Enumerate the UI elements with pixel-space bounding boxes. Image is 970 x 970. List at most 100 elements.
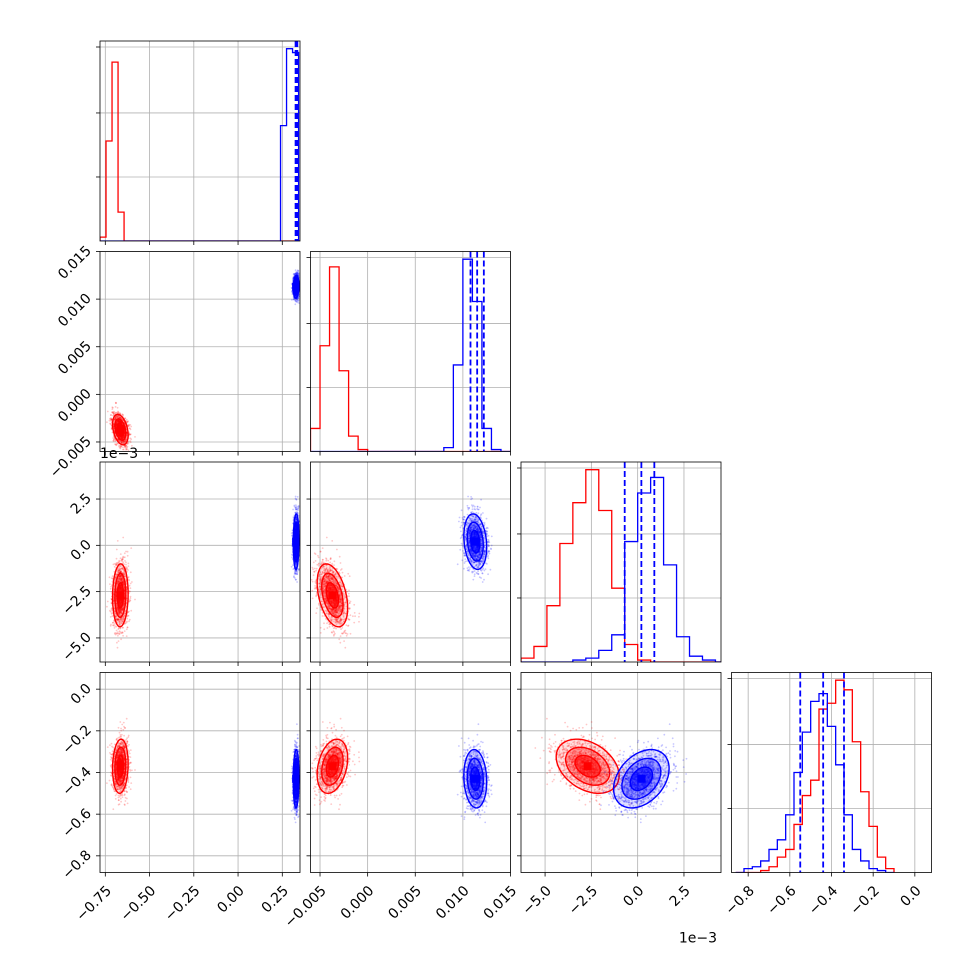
sample-point [124, 445, 126, 448]
sample-point [119, 579, 122, 581]
sample-point [121, 437, 124, 440]
sample-point [114, 610, 116, 612]
sample-point [117, 420, 120, 423]
sample-point [120, 436, 122, 438]
sample-point [113, 563, 116, 565]
sample-point [120, 442, 123, 444]
sample-point [119, 436, 122, 438]
sample-point [123, 434, 125, 437]
sample-point [292, 298, 295, 301]
sample-point [126, 446, 128, 449]
sample-point [106, 605, 108, 608]
sample-point [121, 437, 124, 440]
sample-point [120, 622, 123, 624]
sample-point [294, 298, 297, 301]
sample-point [122, 436, 124, 439]
sample-point [120, 441, 123, 444]
sample-point [121, 558, 123, 560]
sample-point [122, 436, 125, 438]
sample-point [118, 612, 120, 615]
sample-point [120, 441, 122, 444]
sample-point [116, 606, 119, 609]
sample-point [109, 414, 112, 416]
sample-point [292, 508, 294, 511]
sample-point [118, 569, 121, 572]
sample-point [294, 299, 297, 302]
sample-point [120, 421, 122, 424]
sample-point [126, 626, 129, 629]
sample-point [121, 437, 123, 439]
sample-point [122, 446, 124, 449]
sample-point [291, 278, 294, 281]
sample-point [131, 444, 133, 447]
sample-point [122, 436, 125, 439]
sample-point [125, 628, 128, 631]
sample-point [296, 273, 299, 275]
sample-point [109, 583, 111, 585]
sample-point [118, 440, 121, 443]
sample-point [120, 440, 122, 443]
sample-point [121, 580, 124, 583]
sample-point [116, 540, 119, 542]
sample-point [123, 573, 125, 575]
sample-point [122, 442, 125, 444]
sample-point [113, 632, 116, 635]
sample-point [120, 436, 123, 439]
sample-point [118, 575, 121, 577]
sample-point [121, 632, 123, 634]
sample-point [123, 552, 126, 555]
sample-point [114, 406, 117, 408]
sample-point [297, 297, 299, 300]
sample-point [127, 569, 129, 571]
sample-point [109, 418, 112, 421]
sample-point [119, 421, 122, 424]
sample-point [290, 286, 293, 289]
sample-point [122, 616, 125, 618]
sample-point [121, 618, 124, 620]
sample-point [111, 609, 113, 612]
sample-point [110, 418, 113, 421]
sample-point [117, 608, 119, 611]
sample-point [116, 581, 119, 583]
sample-point [295, 271, 298, 274]
sample-point [112, 439, 115, 442]
sample-point [112, 624, 114, 627]
sample-point [120, 612, 123, 615]
sample-point [120, 609, 122, 611]
sample-point [125, 567, 128, 570]
sample-point [117, 580, 120, 582]
sample-point [126, 554, 129, 557]
sample-point [119, 575, 121, 578]
sample-point [114, 633, 117, 636]
sample-point [114, 443, 116, 446]
sample-point [117, 612, 120, 614]
sample-point [123, 441, 126, 444]
sample-point [117, 410, 119, 413]
sample-point [111, 615, 114, 618]
sample-point [119, 440, 122, 443]
sample-point [112, 624, 115, 627]
sample-point [115, 417, 117, 420]
sample-point [122, 634, 124, 637]
sample-point [122, 604, 125, 606]
sample-point [120, 638, 122, 641]
sample-point [294, 272, 297, 275]
sample-point [119, 574, 122, 577]
sample-point [115, 421, 118, 424]
sample-point [134, 436, 136, 438]
sample-point [117, 419, 119, 422]
sample-point [127, 565, 130, 568]
sample-point [122, 442, 125, 445]
sample-point [295, 504, 297, 506]
panel-frame [99, 251, 301, 452]
sample-point [118, 580, 120, 583]
sample-point [111, 612, 114, 614]
sample-point [113, 410, 115, 413]
sample-point [109, 616, 112, 618]
sample-point [110, 423, 112, 426]
sample-point [126, 550, 129, 553]
sample-point [117, 608, 120, 611]
sample-point [118, 613, 121, 616]
sample-point [125, 621, 128, 624]
sample-point [117, 419, 120, 422]
